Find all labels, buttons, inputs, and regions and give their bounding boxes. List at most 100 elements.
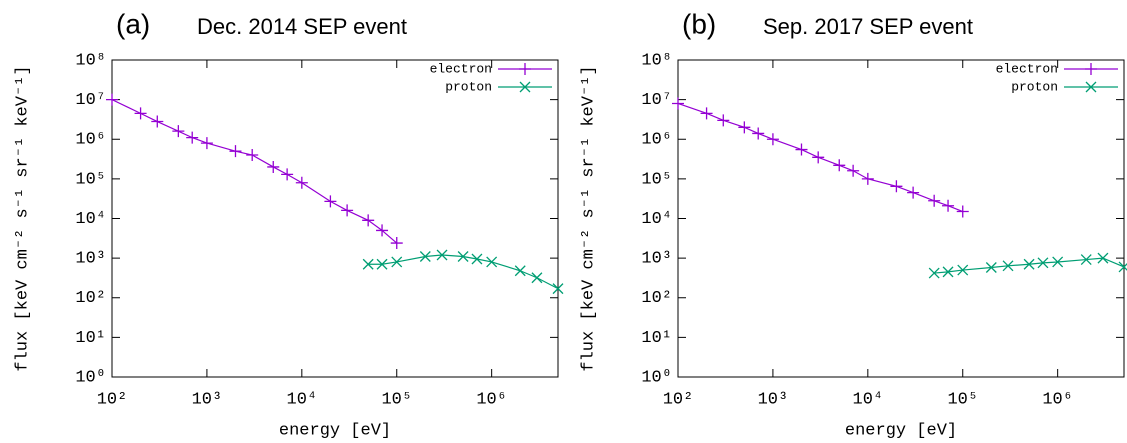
marker: [812, 151, 825, 164]
x-tick-label: 10⁵: [947, 390, 978, 409]
marker: [519, 63, 531, 75]
legend-label: proton: [1011, 79, 1058, 94]
y-tick-label: 10⁸: [75, 51, 106, 70]
marker: [519, 81, 531, 93]
x-tick-label: 10³: [192, 390, 223, 409]
marker: [956, 205, 969, 218]
chart-title: Dec. 2014 SEP event: [197, 14, 407, 39]
y-tick-label: 10²: [641, 289, 672, 308]
marker: [471, 253, 483, 265]
x-tick-label: 10³: [758, 390, 789, 409]
x-tick-label: 10⁴: [853, 390, 884, 409]
marker: [457, 251, 469, 262]
marker: [700, 107, 713, 120]
y-tick-label: 10⁶: [641, 131, 672, 150]
plot-frame: [111, 59, 559, 378]
marker: [928, 194, 941, 207]
marker: [1118, 261, 1127, 273]
marker: [362, 258, 374, 270]
x-axis-label: energy [eV]: [279, 421, 391, 440]
marker: [1085, 81, 1097, 93]
legend-label: electron: [996, 61, 1058, 76]
marker: [1085, 63, 1097, 75]
y-tick-label: 10⁷: [641, 91, 672, 110]
y-tick-label: 10¹: [75, 329, 106, 348]
panel-label: (b): [682, 8, 716, 39]
marker: [281, 168, 294, 181]
y-tick-label: 10⁴: [641, 210, 672, 229]
marker: [376, 224, 389, 237]
legend-label: electron: [430, 61, 492, 76]
marker: [717, 114, 730, 127]
x-tick-label: 10⁵: [381, 390, 412, 409]
marker: [552, 283, 564, 295]
marker: [1097, 252, 1109, 264]
marker: [106, 93, 118, 106]
marker: [861, 172, 874, 185]
marker: [738, 121, 751, 134]
y-tick-label: 10³: [75, 250, 106, 269]
marker: [419, 251, 431, 262]
marker: [172, 125, 185, 138]
marker: [752, 127, 765, 140]
y-tick-label: 10⁰: [75, 368, 106, 387]
marker: [1002, 260, 1014, 272]
x-tick-label: 10⁴: [287, 390, 318, 409]
marker: [942, 199, 955, 212]
marker: [151, 115, 164, 128]
marker: [514, 265, 526, 277]
marker: [376, 258, 388, 270]
marker: [391, 256, 403, 268]
panel-label: (a): [116, 8, 150, 39]
marker: [985, 262, 997, 273]
y-tick-label: 10⁶: [75, 131, 106, 150]
y-tick-label: 10⁸: [641, 51, 672, 70]
marker: [390, 237, 403, 250]
marker: [1037, 257, 1049, 269]
series-line: [368, 254, 559, 290]
y-axis-label: flux [keV cm⁻² s⁻¹ sr⁻¹ keV⁻¹]: [579, 65, 598, 371]
marker: [1052, 256, 1064, 268]
marker: [1023, 258, 1035, 270]
plot-frame: [677, 59, 1125, 378]
marker: [486, 256, 498, 268]
marker: [295, 176, 308, 189]
marker: [436, 249, 448, 261]
marker: [531, 272, 543, 284]
series-line: [111, 99, 398, 244]
marker: [362, 214, 375, 227]
x-tick-label: 10²: [97, 390, 128, 409]
marker: [246, 149, 259, 162]
marker: [341, 204, 354, 217]
marker: [957, 264, 969, 276]
x-tick-label: 10²: [663, 390, 694, 409]
marker: [833, 159, 846, 172]
marker: [134, 107, 147, 120]
y-tick-label: 10¹: [641, 329, 672, 348]
y-tick-label: 10⁰: [641, 368, 672, 387]
chart-title: Sep. 2017 SEP event: [763, 14, 973, 39]
y-tick-label: 10⁴: [75, 210, 106, 229]
marker: [324, 195, 337, 208]
y-tick-label: 10⁷: [75, 91, 106, 110]
marker: [267, 160, 280, 173]
marker: [186, 131, 199, 144]
y-tick-label: 10²: [75, 289, 106, 308]
marker: [890, 180, 903, 193]
marker: [766, 133, 779, 146]
marker: [928, 267, 940, 279]
legend-label: proton: [445, 79, 492, 94]
y-tick-label: 10³: [641, 250, 672, 269]
marker: [907, 186, 920, 199]
y-axis-label: flux [keV cm⁻² s⁻¹ sr⁻¹ keV⁻¹]: [13, 65, 32, 371]
x-axis-label: energy [eV]: [845, 421, 957, 440]
marker: [795, 143, 808, 156]
marker: [1080, 254, 1092, 266]
y-tick-label: 10⁵: [75, 170, 106, 189]
x-tick-label: 10⁶: [476, 390, 507, 409]
y-tick-label: 10⁵: [641, 170, 672, 189]
marker: [229, 145, 242, 158]
series-line: [677, 102, 963, 213]
x-tick-label: 10⁶: [1042, 390, 1073, 409]
